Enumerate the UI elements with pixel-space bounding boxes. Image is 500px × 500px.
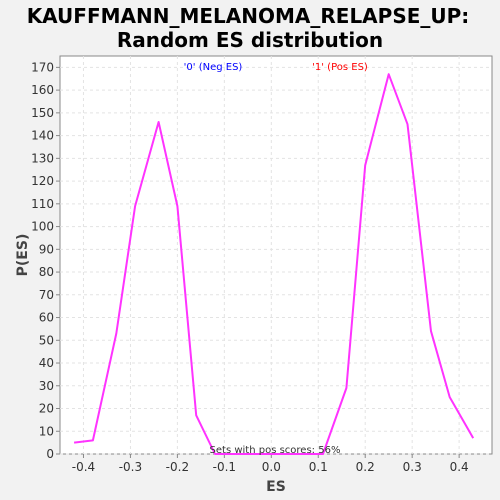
x-axis-title: ES	[266, 479, 286, 495]
x-tick-label: 0.4	[450, 460, 469, 474]
chart-title-line1: KAUFFMANN_MELANOMA_RELAPSE_UP:	[27, 4, 470, 28]
x-tick-label: 0.2	[356, 460, 375, 474]
y-tick-label: 30	[39, 379, 54, 393]
y-tick-label: 150	[31, 106, 54, 120]
y-tick-label: 160	[31, 83, 54, 97]
x-tick-label: -0.4	[72, 460, 95, 474]
x-tick-label: -0.1	[213, 460, 236, 474]
neg-es-label: '0' (Neg ES)	[184, 62, 243, 73]
es-distribution-line	[73, 73, 475, 455]
x-tick-label: 0.1	[309, 460, 328, 474]
y-tick-label: 120	[31, 174, 54, 188]
y-tick-label: 10	[39, 424, 54, 438]
y-tick-label: 50	[39, 333, 54, 347]
pos-es-label: '1' (Pos ES)	[312, 62, 368, 73]
y-tick-label: 130	[31, 151, 54, 165]
chart-title-line2: Random ES distribution	[117, 28, 383, 52]
plot-area	[59, 55, 493, 455]
x-tick-label: -0.2	[166, 460, 189, 474]
pos-scores-footer: Sets with pos scores: 56%	[210, 445, 341, 456]
y-tick-label: 90	[39, 242, 54, 256]
y-tick-label: 140	[31, 129, 54, 143]
y-axis-title: P(ES)	[15, 234, 31, 277]
x-tick-label: 0.0	[262, 460, 281, 474]
y-tick-label: 40	[39, 356, 54, 370]
x-tick-label: 0.3	[403, 460, 422, 474]
x-tick-label: -0.3	[119, 460, 142, 474]
y-tick-label: 60	[39, 311, 54, 325]
y-tick-label: 70	[39, 288, 54, 302]
y-tick-label: 0	[46, 447, 54, 461]
series-layer	[73, 73, 475, 455]
axis-ticks: 0 10 20 30 40 50 60 70 80 90 100 110 120 130 140 150 160…	[31, 60, 469, 474]
y-tick-label: 170	[31, 60, 54, 74]
y-tick-label: 100	[31, 220, 54, 234]
y-tick-label: 20	[39, 402, 54, 416]
y-tick-label: 80	[39, 265, 54, 279]
y-tick-label: 110	[31, 197, 54, 211]
